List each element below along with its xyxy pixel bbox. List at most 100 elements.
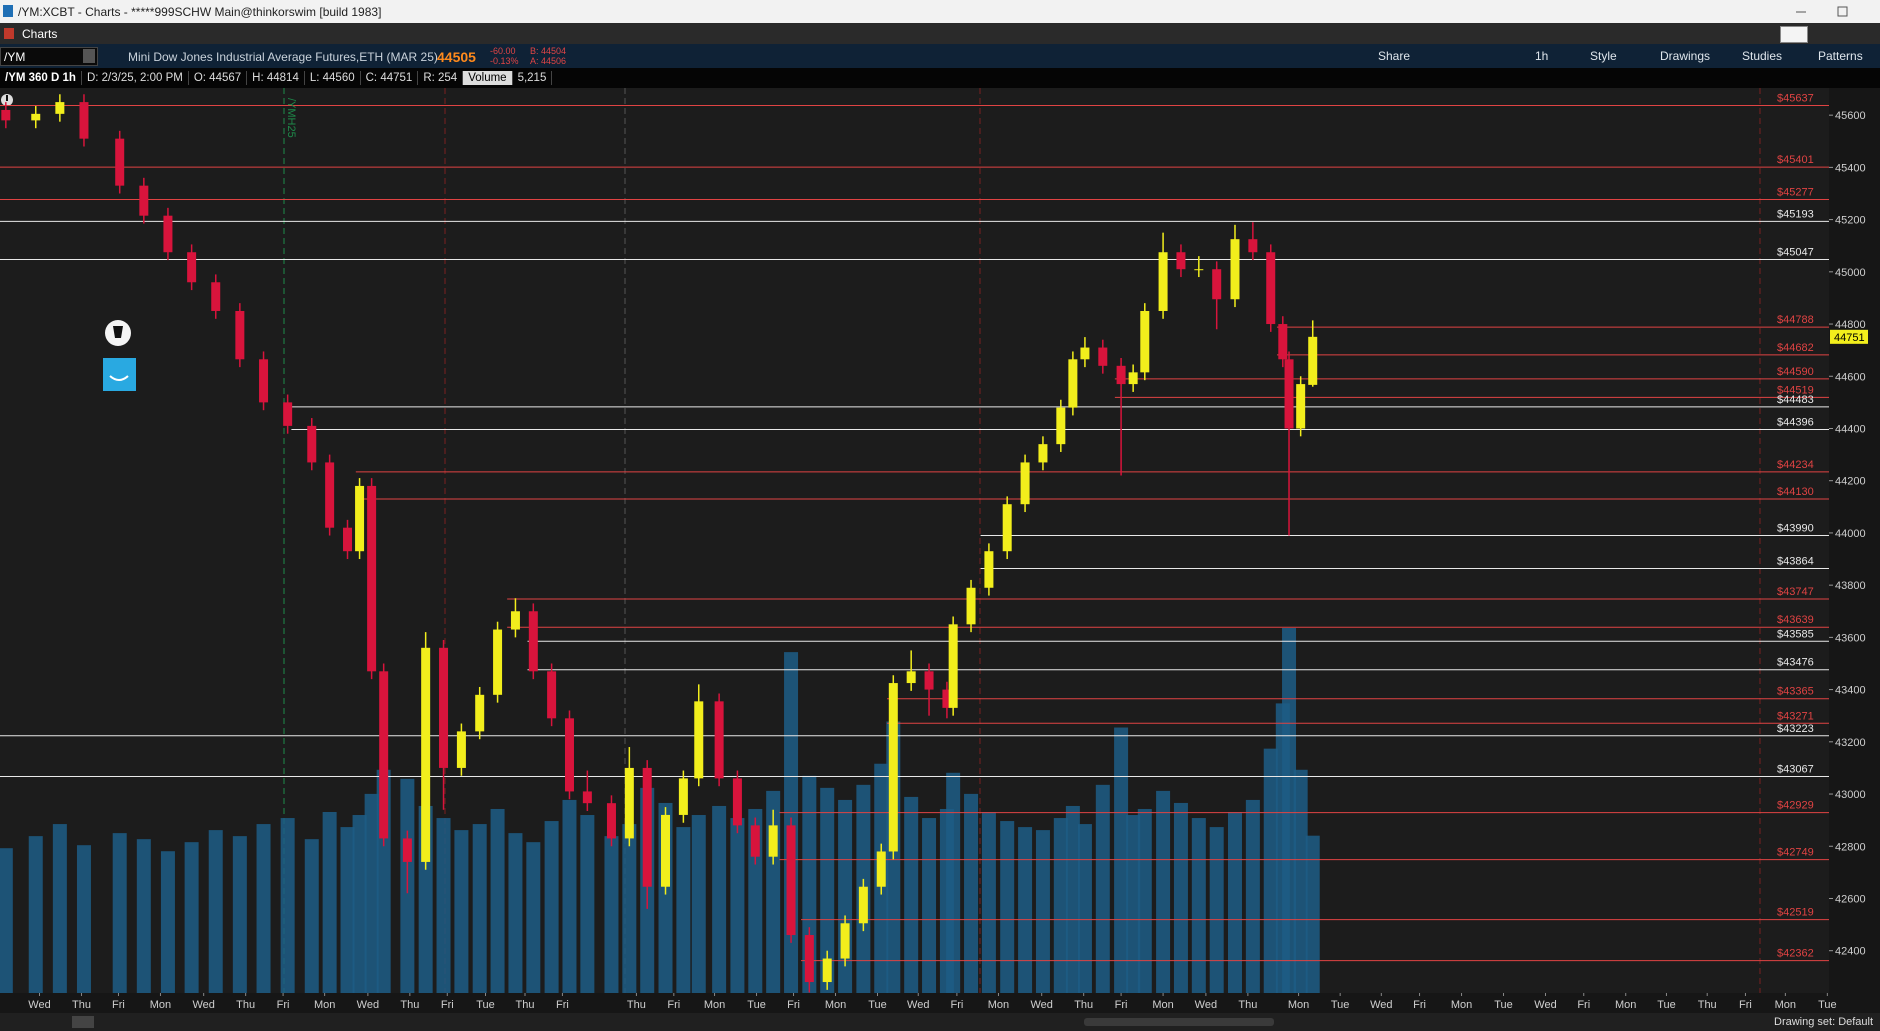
x-tick-label: Fri [1739, 999, 1752, 1011]
volume-bar [730, 818, 745, 993]
x-tick-label: Mon [1288, 999, 1309, 1011]
candle-body [750, 825, 760, 857]
x-tick-label: Mon [314, 999, 335, 1011]
title-bar: /YM:XCBT - Charts - *****999SCHW Main@th… [0, 0, 1880, 23]
layout-box[interactable] [1780, 26, 1808, 43]
share-button[interactable]: Share [1378, 49, 1411, 63]
price-level-label: $43223 [1777, 723, 1814, 735]
x-tick-label: Tue [747, 999, 766, 1011]
y-tick-label: 42400 [1835, 946, 1866, 958]
timeframe-button[interactable]: 1h [1535, 49, 1549, 63]
candle-body [822, 958, 832, 983]
style-button[interactable]: Style [1590, 49, 1617, 63]
candle-body [355, 485, 365, 552]
candle-body [402, 838, 412, 862]
price-level-label: $45277 [1777, 186, 1814, 198]
bar-low: L: 44560 [305, 71, 361, 85]
candle-body [924, 671, 934, 690]
volume-bar [1035, 830, 1050, 993]
bar-date: D: 2/3/25, 2:00 PM [82, 71, 189, 85]
symbol[interactable]: /YM [4, 50, 26, 64]
candle-body [582, 791, 592, 804]
chart: 42400 42600 42800 43000 43200 43400 43600 43800… [0, 88, 1880, 1013]
symbol-dropdown[interactable] [83, 49, 95, 63]
drawings-button[interactable]: Drawings [1660, 49, 1711, 63]
volume-bar [622, 824, 637, 993]
volume-bar [208, 830, 223, 993]
price-level-label: $43864 [1777, 555, 1814, 567]
y-tick-label: 42800 [1835, 841, 1866, 853]
x-tick-label: Tue [1657, 999, 1676, 1011]
candle-body [367, 485, 377, 672]
volume-bar [1137, 808, 1152, 993]
x-tick-label: Fri [441, 999, 454, 1011]
x-tick-label: Tue [1818, 999, 1837, 1011]
price-level-label: $42519 [1777, 907, 1814, 919]
price-level-label: $43585 [1777, 628, 1814, 640]
x-tick-label: Thu [516, 999, 535, 1011]
studies-button[interactable]: Studies [1742, 49, 1783, 63]
candle-body [786, 825, 796, 936]
candle-body [163, 215, 173, 253]
volume-bar [946, 772, 961, 993]
window-controls[interactable] [1780, 0, 1880, 23]
x-tick-label: Tue [868, 999, 887, 1011]
candle-body [259, 359, 269, 403]
x-tick-label: Tue [476, 999, 495, 1011]
price-level-label: $42749 [1777, 847, 1814, 859]
candle-body [1, 109, 11, 121]
y-tick-label: 44600 [1835, 371, 1866, 383]
candle-body [1266, 252, 1276, 325]
candle-body [1158, 252, 1168, 311]
toolbar: /YM Mini Dow Jones Industrial Average Fu… [0, 44, 1880, 68]
volume-layer [0, 627, 1320, 993]
volume-bar [1077, 824, 1092, 993]
x-tick-label: Mon [1775, 999, 1796, 1011]
volume-bar [820, 787, 835, 993]
candle-body [1002, 504, 1012, 552]
y-tick-label: 45200 [1835, 215, 1866, 227]
scrollbar[interactable] [1084, 1018, 1274, 1026]
axes-layer: 42400 42600 42800 43000 43200 43400 43600 43800… [28, 92, 1868, 1011]
volume-bar [1282, 627, 1297, 993]
price-level-label: $44483 [1777, 394, 1814, 406]
candle-body [31, 113, 41, 121]
bar-range: R: 254 [418, 71, 464, 85]
candle-body [379, 671, 389, 839]
candle-body [906, 671, 916, 684]
volume-bar [981, 812, 996, 993]
x-tick-label: Thu [627, 999, 646, 1011]
bar-close: C: 44751 [361, 71, 419, 85]
tab[interactable]: Charts [22, 27, 58, 41]
price-level-label: $43639 [1777, 614, 1814, 626]
bar-open: O: 44567 [189, 71, 248, 85]
y-tick-label: 44000 [1835, 528, 1866, 540]
x-tick-label: Thu [400, 999, 419, 1011]
candle-body [804, 935, 814, 983]
price-level-label: $42362 [1777, 948, 1814, 960]
y-tick-label: 42600 [1835, 893, 1866, 905]
x-tick-label: Thu [1238, 999, 1257, 1011]
tab-bar: Charts [0, 23, 1880, 44]
patterns-button[interactable]: Patterns [1818, 49, 1863, 63]
volume-bar [1245, 799, 1260, 993]
volume-bar [580, 815, 595, 993]
candle-body [307, 425, 317, 463]
symbol-box[interactable]: /YM [0, 47, 98, 66]
y-tick-label: 44400 [1835, 423, 1866, 435]
volume-bar [490, 808, 505, 993]
x-tick-label: Thu [1698, 999, 1717, 1011]
price-level-label: $45047 [1777, 247, 1814, 259]
last-price-tag [1830, 329, 1868, 344]
candle-body [678, 778, 688, 815]
x-tick-label: Mon [1615, 999, 1636, 1011]
volume-bar [232, 836, 247, 993]
candle-body [984, 551, 994, 588]
x-tick-label: Fri [787, 999, 800, 1011]
collapse-button[interactable] [72, 1016, 94, 1028]
volume-bar [604, 836, 619, 993]
x-tick-label: Mon [988, 999, 1009, 1011]
volume-bar [364, 793, 379, 993]
volume-bar [136, 839, 151, 993]
chat-icon[interactable] [103, 358, 136, 391]
